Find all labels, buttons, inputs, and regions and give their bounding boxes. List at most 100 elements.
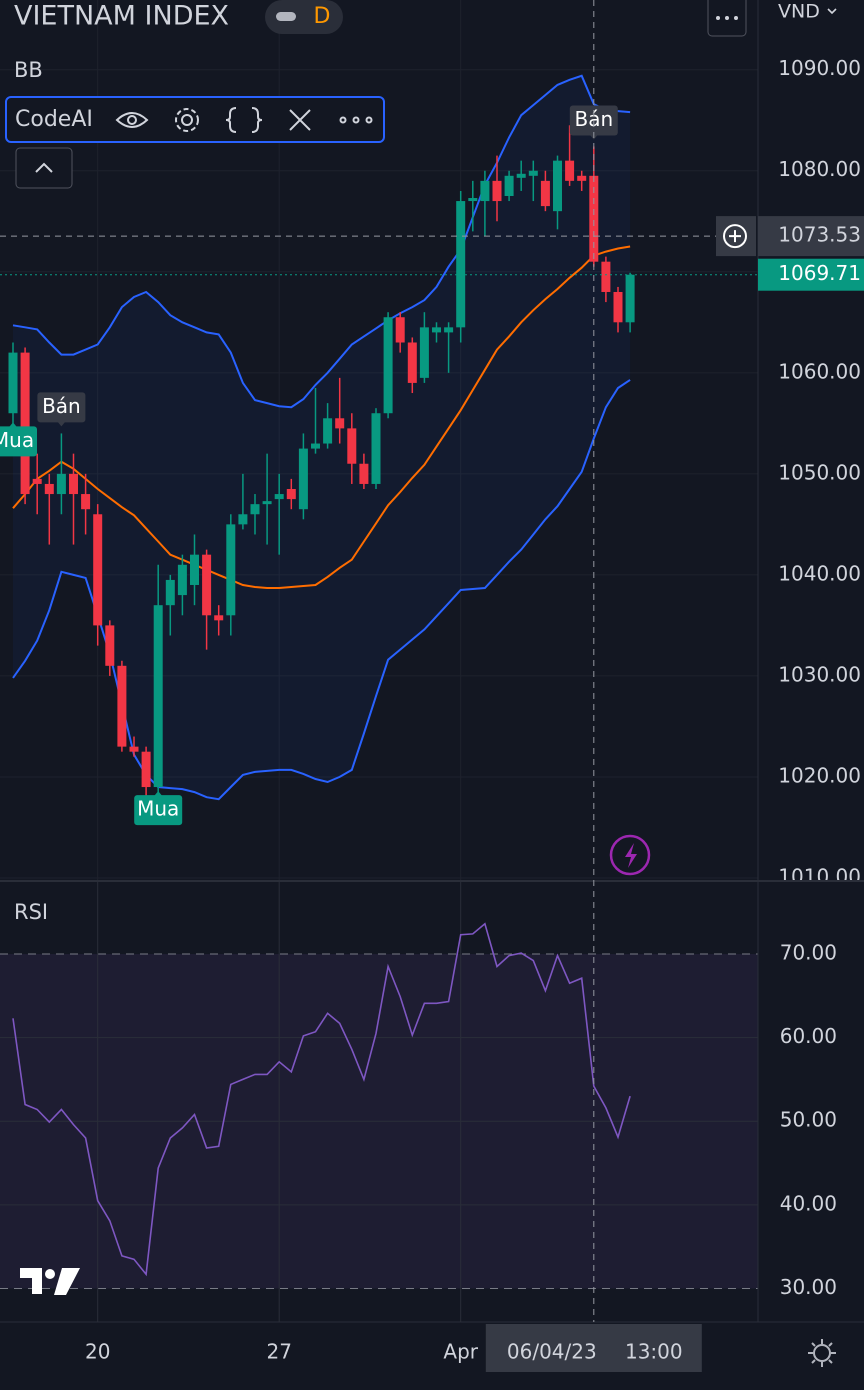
candle-body: [8, 352, 18, 414]
signal-box: [569, 105, 618, 136]
tv-logo: [20, 1268, 80, 1295]
candle-body: [625, 274, 635, 323]
signal-box: [0, 426, 37, 457]
alert-icon[interactable]: [609, 834, 651, 876]
candle-body: [419, 327, 429, 378]
price-axis: 1010.00 1020.00 1030.00 1040.00 1050.00 1060.…: [778, 56, 861, 888]
bb-middle: [12, 245, 631, 589]
candle-body: [56, 473, 66, 495]
bb-title: BB: [14, 58, 43, 82]
interval-badge: D: [314, 4, 331, 29]
candle-body: [359, 463, 369, 484]
candle-body: [335, 418, 345, 429]
more-button[interactable]: [707, 0, 747, 37]
currency-caret[interactable]: [827, 8, 837, 15]
bb-upper: [12, 74, 631, 409]
candle-body: [504, 175, 514, 197]
candle-body: [468, 198, 478, 202]
candle-body: [32, 478, 42, 484]
candle-body: [347, 428, 357, 464]
candle-body: [177, 564, 187, 596]
time-axis: 20 27 Apr: [85, 1340, 479, 1364]
candle-body: [480, 180, 490, 202]
candle-body: [540, 180, 550, 207]
candle-body: [69, 473, 78, 495]
signal-label: Mua: [0, 428, 34, 452]
collapse-caret: [35, 162, 53, 173]
candle-body: [214, 615, 224, 621]
last-price-box: [758, 258, 864, 291]
rsi-pane: [0, 882, 758, 1322]
candle-body: [141, 751, 151, 788]
candle-body: [553, 160, 562, 212]
candle-body: [238, 514, 248, 525]
indicator-panel[interactable]: [5, 96, 385, 143]
candle-body: [190, 554, 199, 585]
y-tick-label: 1060.00: [778, 359, 861, 383]
crosshair-price: 1073.53: [778, 223, 861, 247]
rsi-line: [12, 922, 631, 1277]
candle-body: [226, 524, 236, 616]
candle-body: [528, 170, 538, 176]
candle-body: [589, 175, 599, 262]
candle-body: [613, 291, 623, 323]
interval-toggle[interactable]: [265, 0, 343, 34]
x-tick-label: 20: [85, 1340, 110, 1364]
y-tick-label: 40.00: [780, 1191, 837, 1215]
candle-body: [516, 173, 526, 178]
add-icon: [723, 224, 747, 249]
last-price-label: 1069.71: [778, 261, 861, 285]
symbol-title: VIETNAM INDEX: [14, 1, 229, 32]
candle-body: [117, 665, 127, 747]
candle-body: [395, 317, 405, 343]
toggle-knob: [276, 12, 296, 21]
candle-body: [298, 448, 308, 510]
candle-body: [383, 317, 393, 414]
signal-box: [134, 795, 183, 826]
candle-body: [456, 201, 466, 328]
y-tick-label: 1090.00: [778, 56, 861, 80]
settings-icon[interactable]: [808, 1339, 836, 1367]
candle-body: [250, 504, 260, 515]
candle-body: [286, 489, 296, 500]
candle-body: [492, 180, 502, 202]
y-tick-label: 1020.00: [778, 763, 861, 787]
indicator-name: CodeAI: [15, 107, 93, 132]
y-tick-label: 70.00: [780, 940, 837, 964]
panel-icons[interactable]: [115, 107, 373, 133]
candle-body: [262, 501, 272, 505]
candle-body: [371, 413, 381, 484]
candle-body: [311, 443, 320, 449]
y-tick-label: 30.00: [780, 1275, 837, 1299]
candle-body: [407, 342, 417, 383]
candle-body: [577, 175, 587, 181]
signal-label: Mua: [137, 797, 179, 821]
currency: VND: [778, 1, 820, 23]
y-tick-label: 60.00: [780, 1024, 837, 1048]
crosshair-price-box: [758, 216, 864, 257]
y-tick-label: 50.00: [780, 1108, 837, 1132]
collapse-button[interactable]: [15, 147, 73, 189]
candle-body: [565, 160, 575, 181]
bb-lower: [12, 379, 631, 801]
y-tick-label: 1050.00: [778, 460, 861, 484]
rsi-title: RSI: [14, 900, 48, 924]
x-tick-label: 27: [266, 1340, 291, 1364]
candle-body: [93, 514, 103, 626]
more-dots: [716, 16, 738, 20]
candle-body: [444, 327, 454, 333]
candle-body: [44, 483, 54, 495]
crosshair-date-box: [485, 1324, 702, 1372]
add-plus: [729, 230, 741, 243]
candle-body: [81, 494, 91, 510]
candle-body: [20, 352, 30, 495]
x-tick-label: Apr: [443, 1340, 478, 1364]
crosshair-date: 06/04/23: [507, 1340, 597, 1364]
candle-body: [202, 554, 212, 616]
candle-body: [323, 418, 333, 444]
y-tick-label: 1010.00: [778, 864, 861, 888]
